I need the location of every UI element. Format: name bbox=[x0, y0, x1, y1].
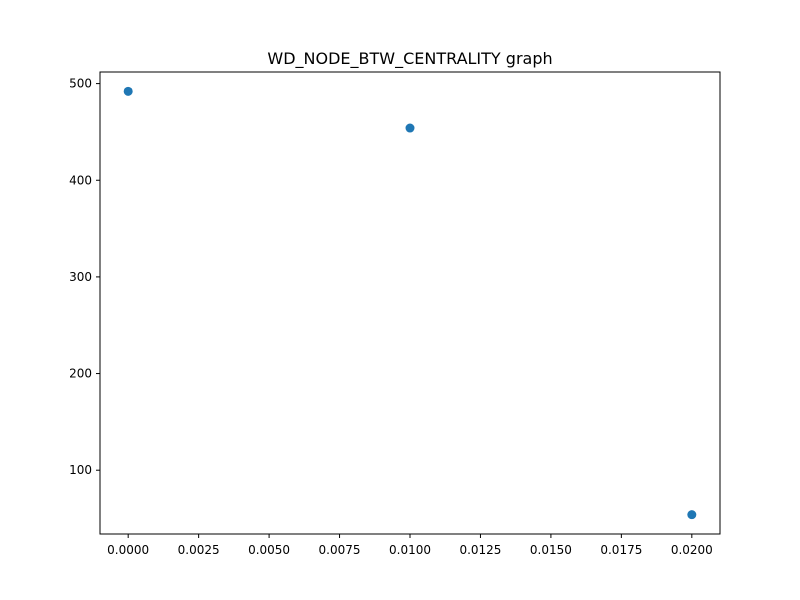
x-tick-label: 0.0025 bbox=[178, 543, 220, 557]
x-tick-label: 0.0125 bbox=[459, 543, 501, 557]
data-point bbox=[123, 86, 133, 96]
y-tick-label: 500 bbox=[69, 77, 92, 91]
data-point bbox=[405, 123, 415, 133]
x-tick-label: 0.0000 bbox=[107, 543, 149, 557]
y-tick-label: 200 bbox=[69, 367, 92, 381]
y-tick-label: 300 bbox=[69, 270, 92, 284]
x-tick-label: 0.0175 bbox=[600, 543, 642, 557]
x-axis: 0.0000 0.0025 0.0050 0.0075 0.0100 0.0125 0.01… bbox=[107, 534, 713, 557]
y-tick-label: 400 bbox=[69, 173, 92, 187]
x-tick-label: 0.0100 bbox=[389, 543, 431, 557]
chart-title: WD_NODE_BTW_CENTRALITY graph bbox=[267, 49, 552, 69]
y-axis: 100 200 300 400 500 bbox=[69, 77, 100, 477]
data-points bbox=[123, 86, 697, 520]
y-tick-label: 100 bbox=[69, 463, 92, 477]
data-point bbox=[687, 510, 697, 520]
x-tick-label: 0.0050 bbox=[248, 543, 290, 557]
x-tick-label: 0.0150 bbox=[530, 543, 572, 557]
x-tick-label: 0.0200 bbox=[671, 543, 713, 557]
plot-area bbox=[99, 71, 721, 535]
x-tick-label: 0.0075 bbox=[319, 543, 361, 557]
